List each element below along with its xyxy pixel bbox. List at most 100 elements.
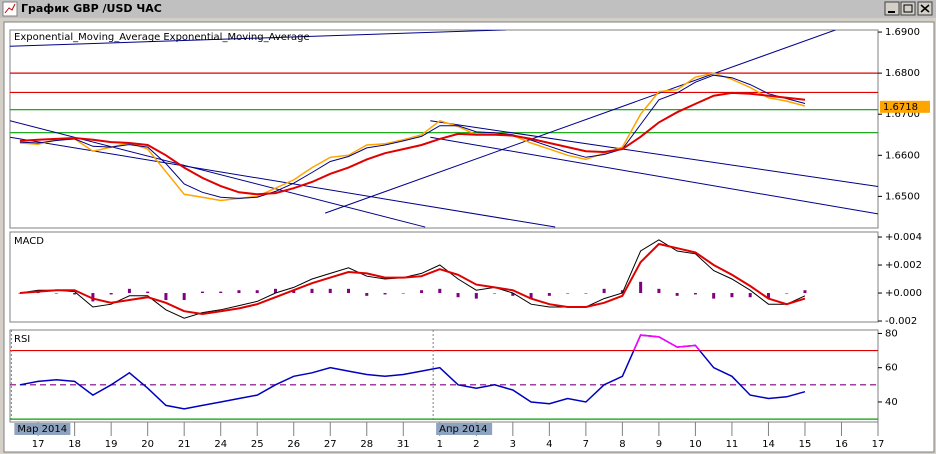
y-tick-label: +0.004	[885, 232, 922, 243]
panel-title: RSI	[14, 334, 30, 345]
histogram-bar	[219, 291, 223, 294]
histogram-bar	[347, 288, 351, 294]
histogram-bar	[675, 293, 679, 296]
window-icon-glyph	[4, 3, 16, 14]
y-tick-label: 60	[885, 363, 898, 374]
x-tick-label: 20	[141, 439, 154, 450]
histogram-bar	[529, 293, 533, 299]
x-tick-label: 11	[726, 439, 739, 450]
histogram-bar	[620, 290, 624, 294]
series-line	[19, 91, 806, 196]
histogram-bar	[146, 291, 150, 294]
x-tick-label: 25	[251, 439, 264, 450]
title-bar	[0, 0, 936, 18]
trend-line	[430, 136, 878, 215]
histogram-bar	[109, 293, 113, 295]
histogram-bar	[584, 293, 588, 294]
x-tick-label: 16	[835, 439, 848, 450]
x-tick-label: 1	[437, 439, 443, 450]
x-tick-label: 17	[32, 439, 45, 450]
histogram-bar	[310, 288, 314, 294]
period-label-box	[436, 423, 493, 435]
x-tick-label: 26	[287, 439, 300, 450]
period-label: Апр 2014	[439, 424, 487, 435]
histogram-bar	[420, 290, 424, 294]
histogram-bar	[365, 293, 369, 296]
x-tick-label: 7	[583, 439, 589, 450]
minimize-button[interactable]	[884, 1, 900, 16]
histogram-bar	[493, 293, 497, 294]
y-tick-label: 1.6600	[885, 150, 920, 161]
histogram-bar	[456, 293, 460, 298]
histogram-bar	[566, 293, 570, 294]
panel	[9, 329, 879, 423]
x-tick-label: 14	[762, 439, 775, 450]
y-tick-label: 1.6700	[885, 109, 920, 120]
histogram-bar	[511, 293, 515, 296]
histogram-bar	[182, 293, 186, 301]
x-tick-label: 8	[619, 439, 625, 450]
plot	[18, 239, 807, 319]
y-tick-label: +0.002	[885, 260, 922, 271]
y-tick-label: 1.6800	[885, 68, 920, 79]
last-price-label: 1.6718	[883, 102, 918, 113]
trend-line	[430, 120, 878, 188]
series-line	[19, 72, 806, 202]
histogram-bar	[383, 293, 387, 295]
histogram-bar	[657, 288, 661, 294]
x-tick-label: 3	[510, 439, 516, 450]
histogram-bar	[785, 293, 789, 294]
histogram-bar	[401, 293, 405, 294]
window-title: График GBP /USD ЧАС	[21, 2, 162, 15]
x-tick-label: 28	[360, 439, 373, 450]
y-tick-label: 1.6900	[885, 27, 920, 38]
histogram-bar	[803, 290, 807, 294]
y-tick-label: 40	[885, 397, 898, 408]
x-tick-label: 15	[799, 439, 812, 450]
legend-entry: Exponential_Moving_Average	[163, 32, 309, 43]
x-tick-label: 9	[656, 439, 662, 450]
trend-line	[324, 30, 836, 214]
period-label-box	[14, 423, 71, 435]
histogram-bar	[693, 293, 697, 295]
panel	[9, 231, 879, 323]
y-tick-label: -0.002	[885, 316, 917, 327]
histogram-bar	[602, 288, 606, 294]
histogram-bar	[328, 288, 332, 294]
histogram-bar	[91, 293, 95, 302]
plot	[10, 30, 878, 228]
period-label: Мар 2014	[17, 424, 67, 435]
last-price-box	[880, 100, 930, 113]
series-line	[19, 74, 806, 199]
histogram-bar	[748, 293, 752, 298]
histogram-bar	[730, 293, 734, 298]
histogram-bar	[547, 293, 551, 296]
histogram-bar	[712, 293, 716, 299]
histogram-bar	[200, 291, 204, 294]
x-tick-label: 2	[473, 439, 479, 450]
histogram-bar	[438, 288, 442, 294]
histogram-bar	[237, 290, 241, 294]
histogram-bar	[766, 293, 770, 299]
histogram-bar	[639, 281, 643, 294]
x-tick-label: 21	[178, 439, 191, 450]
maximize-button[interactable]	[900, 1, 916, 16]
histogram-bar	[18, 293, 22, 294]
legend-entry: Exponential_Moving_Average	[14, 32, 160, 43]
x-tick-label: 19	[105, 439, 118, 450]
trend-line	[10, 136, 556, 228]
y-tick-label: 1.6500	[885, 191, 920, 202]
series-line	[19, 242, 806, 316]
histogram-bar	[54, 293, 58, 294]
close-button[interactable]	[917, 1, 933, 16]
x-tick-label: 18	[68, 439, 81, 450]
x-tick-label: 10	[689, 439, 702, 450]
histogram-bar	[127, 288, 131, 294]
x-tick-label: 31	[397, 439, 410, 450]
panel	[9, 29, 879, 229]
x-tick-label: 24	[214, 439, 227, 450]
x-tick-label: 27	[324, 439, 337, 450]
histogram-bar	[255, 290, 259, 294]
x-tick-label: 17	[872, 439, 885, 450]
